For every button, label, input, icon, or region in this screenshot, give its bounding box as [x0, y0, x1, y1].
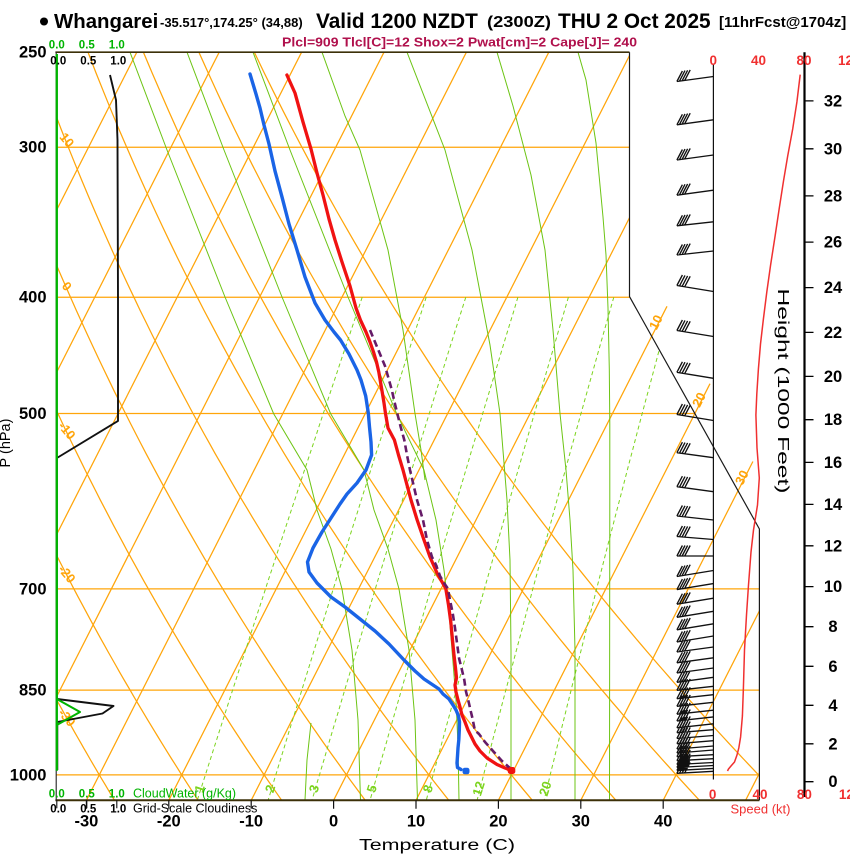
svg-text:12: 12 — [838, 53, 850, 68]
svg-text:0.5: 0.5 — [80, 56, 97, 68]
svg-text:THU 2 Oct 2025: THU 2 Oct 2025 — [558, 10, 711, 33]
svg-text:10: 10 — [646, 312, 666, 332]
svg-text:40: 40 — [654, 813, 672, 831]
svg-text:P (hPa): P (hPa) — [0, 419, 14, 468]
svg-text:8: 8 — [420, 783, 437, 795]
svg-text:1000: 1000 — [10, 766, 47, 784]
svg-text:Grid-Scale Cloudiness: Grid-Scale Cloudiness — [133, 802, 257, 816]
svg-text:-20: -20 — [157, 813, 181, 831]
svg-text:3: 3 — [306, 783, 323, 795]
svg-text:40: 40 — [751, 53, 766, 68]
svg-text:30: 30 — [824, 140, 842, 158]
svg-text:26: 26 — [824, 234, 842, 252]
svg-text:1: 1 — [191, 783, 208, 795]
svg-text:40: 40 — [752, 787, 767, 802]
svg-text:12: 12 — [469, 779, 488, 797]
svg-text:300: 300 — [19, 139, 47, 157]
svg-text:5: 5 — [363, 783, 380, 795]
svg-text:1.0: 1.0 — [110, 804, 126, 816]
svg-text:0.5: 0.5 — [79, 40, 96, 52]
svg-text:18: 18 — [824, 411, 842, 429]
svg-text:80: 80 — [796, 53, 811, 68]
svg-text:0.0: 0.0 — [50, 804, 66, 816]
svg-text:1.0: 1.0 — [109, 789, 125, 801]
svg-text:1.0: 1.0 — [109, 40, 125, 52]
svg-text:-30: -30 — [74, 813, 98, 831]
svg-text:Temperature (C): Temperature (C) — [359, 837, 515, 854]
svg-text:8: 8 — [828, 618, 837, 636]
svg-text:12: 12 — [824, 537, 842, 555]
svg-text:22: 22 — [824, 324, 842, 342]
svg-text:250: 250 — [19, 44, 47, 62]
svg-text:1.0: 1.0 — [110, 56, 126, 68]
svg-text:20: 20 — [824, 368, 842, 386]
svg-text:500: 500 — [19, 405, 47, 423]
svg-text:(2300Z): (2300Z) — [487, 14, 551, 31]
svg-text:0: 0 — [709, 787, 717, 802]
svg-text:6: 6 — [828, 658, 837, 676]
svg-text:850: 850 — [19, 682, 47, 700]
svg-text:14: 14 — [824, 496, 843, 514]
svg-text:2: 2 — [828, 735, 837, 753]
svg-text:0.5: 0.5 — [79, 789, 96, 801]
svg-text:Height (1000 Feet): Height (1000 Feet) — [774, 289, 791, 494]
svg-text:10: 10 — [824, 578, 842, 596]
svg-text:28: 28 — [824, 187, 842, 205]
svg-text:10: 10 — [407, 813, 425, 831]
svg-text:30: 30 — [572, 813, 590, 831]
svg-text:Plcl=909 Tlcl[C]=12 Shox=2 Pwa: Plcl=909 Tlcl[C]=12 Shox=2 Pwat[cm]=2 Ca… — [282, 36, 637, 50]
svg-text:20: 20 — [489, 813, 507, 831]
svg-text:0.0: 0.0 — [50, 56, 66, 68]
svg-text:Speed (kt): Speed (kt) — [731, 802, 791, 817]
svg-text:0: 0 — [329, 813, 338, 831]
svg-text:-10: -10 — [239, 813, 263, 831]
svg-text:400: 400 — [19, 289, 47, 307]
svg-text:32: 32 — [824, 92, 842, 110]
svg-text:[11hrFcst@1704z]: [11hrFcst@1704z] — [719, 14, 846, 31]
svg-text:20: 20 — [689, 390, 709, 410]
svg-text:24: 24 — [824, 279, 843, 297]
svg-text:Whangarei: Whangarei — [54, 11, 158, 33]
svg-text:2: 2 — [262, 783, 279, 795]
svg-text:-35.517°,174.25° (34,88): -35.517°,174.25° (34,88) — [160, 15, 303, 30]
svg-text:CloudWater (g/Kg): CloudWater (g/Kg) — [133, 787, 236, 801]
svg-text:700: 700 — [19, 580, 47, 598]
svg-text:0: 0 — [710, 53, 718, 68]
svg-text:Valid 1200 NZDT: Valid 1200 NZDT — [316, 10, 478, 33]
svg-text:30: 30 — [732, 468, 752, 488]
svg-text:0.5: 0.5 — [80, 804, 97, 816]
svg-text:12: 12 — [839, 787, 850, 802]
svg-text:0.0: 0.0 — [49, 40, 65, 52]
svg-text:0: 0 — [828, 773, 837, 791]
svg-text:20: 20 — [536, 779, 555, 797]
svg-text:4: 4 — [828, 697, 838, 715]
svg-text:80: 80 — [797, 787, 812, 802]
svg-text:16: 16 — [824, 454, 842, 472]
svg-text:0.0: 0.0 — [49, 789, 65, 801]
